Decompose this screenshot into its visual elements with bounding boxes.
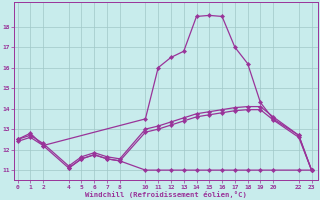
X-axis label: Windchill (Refroidissement éolien,°C): Windchill (Refroidissement éolien,°C): [85, 191, 247, 198]
